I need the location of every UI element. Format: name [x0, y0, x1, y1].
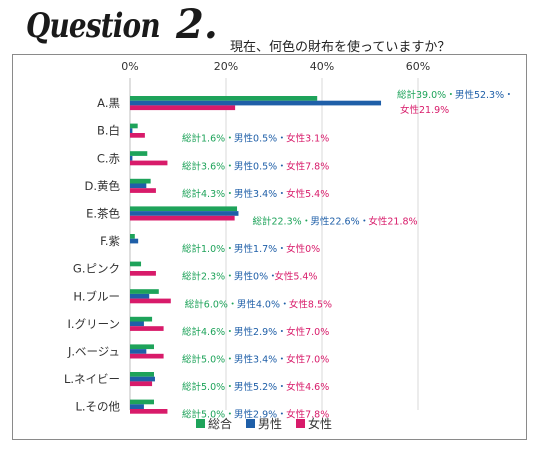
chart-frame [12, 54, 527, 440]
x-tick-label: 40% [310, 60, 334, 73]
bar-male [130, 404, 144, 409]
bar-total [130, 344, 154, 350]
bar-male [130, 376, 155, 382]
category-label: D.黄色 [84, 179, 120, 193]
data-label-female: 女性0% [286, 243, 320, 255]
category-label: L.ネイビー [64, 372, 120, 386]
legend-label: 男性 [258, 417, 282, 431]
bar-female [130, 160, 168, 166]
data-label-male: 男性3.4%・ [234, 353, 287, 365]
bar-total [130, 399, 154, 405]
bar-total [130, 178, 151, 184]
data-label-female: 女性4.6% [286, 381, 329, 393]
category-label: G.ピンク [73, 262, 120, 276]
bar-male [130, 100, 382, 106]
category-label: C.赤 [97, 151, 121, 165]
bar-total [130, 372, 154, 377]
data-label-total: 総計39.0%・ [397, 89, 456, 101]
bar-female [130, 298, 171, 304]
category-label: E.茶色 [86, 206, 120, 220]
bar-female [130, 215, 235, 221]
data-label-male: 男性1.7%・ [234, 243, 287, 255]
bar-female [130, 188, 156, 193]
bar-female [130, 271, 156, 276]
category-label: L.その他 [75, 400, 120, 414]
bar-male [130, 238, 139, 244]
legend-swatch [246, 419, 255, 428]
data-label-female: 女性7.0% [286, 353, 329, 365]
x-tick-label: 60% [406, 60, 430, 73]
bar-male [130, 128, 133, 133]
bar-female [130, 326, 164, 331]
bar-total [130, 289, 159, 294]
data-label-total: 総計5.0%・ [182, 353, 235, 365]
data-label-male: 男性2.9%・ [234, 409, 287, 421]
bar-male [130, 183, 147, 189]
data-label-female: 女性5.4% [274, 271, 317, 283]
data-label-total: 総計3.6%・ [182, 160, 235, 172]
data-label-total: 総計22.3%・ [252, 215, 311, 227]
category-label: B.白 [97, 124, 120, 138]
category-label: F.紫 [100, 234, 120, 248]
data-label-female: 女性21.9% [400, 104, 449, 116]
category-label: J.ベージュ [67, 344, 120, 358]
bar-male [130, 155, 133, 161]
bar-female [130, 133, 145, 138]
data-label-male: 男性5.2%・ [234, 381, 287, 393]
data-label-total: 総計5.0%・ [182, 409, 235, 421]
data-label-female: 女性3.1% [286, 133, 329, 145]
bar-total [130, 234, 135, 239]
question-word: Question [26, 6, 161, 46]
bar-total [130, 206, 238, 212]
data-label-female: 女性5.4% [286, 188, 329, 200]
data-label-male: 男性0.5%・ [234, 160, 287, 172]
data-label-female: 女性7.0% [286, 326, 329, 338]
bar-total [130, 261, 142, 267]
data-label-male: 男性0%・ [234, 271, 278, 283]
bar-female [130, 353, 164, 359]
x-tick-label: 0% [121, 60, 138, 73]
data-label-total: 総計6.0%・ [185, 298, 238, 310]
data-label-female: 女性7.8% [286, 160, 329, 172]
bar-female [130, 105, 236, 111]
bar-total [130, 96, 318, 101]
data-label-total: 総計4.3%・ [182, 188, 235, 200]
category-label: A.黒 [97, 96, 120, 110]
bar-total [130, 123, 138, 129]
data-label-total: 総計2.3%・ [182, 271, 235, 283]
data-label-total: 総計1.6%・ [182, 133, 235, 145]
question-text: 現在、何色の財布を使っていますか？ [230, 40, 451, 55]
bar-total [130, 151, 148, 156]
bar-male [130, 321, 144, 327]
bar-female [130, 409, 168, 414]
bar-total [130, 316, 153, 322]
data-label-male: 男性0.5%・ [234, 133, 287, 145]
question-number: 2. [176, 1, 218, 48]
data-label-total: 総計5.0%・ [182, 381, 235, 393]
data-label-male: 男性52.3%・ [455, 89, 514, 101]
legend-label: 女性 [308, 416, 332, 431]
data-label-male: 男性2.9%・ [234, 326, 287, 338]
bar-male [130, 211, 239, 216]
data-label-male: 男性3.4%・ [234, 188, 287, 200]
bar-male [130, 349, 147, 354]
legend-swatch [196, 419, 205, 428]
data-label-total: 総計4.6%・ [182, 326, 235, 338]
legend-swatch [296, 419, 305, 428]
data-label-male: 男性4.0%・ [237, 298, 290, 310]
data-label-male: 男性22.6%・ [310, 215, 369, 227]
question-heading: Question 2. 現在、何色の財布を使っていますか？ [26, 1, 450, 55]
category-label: H.ブルー [73, 289, 120, 303]
data-label-total: 総計1.0%・ [182, 243, 235, 255]
category-label: I.グリーン [68, 317, 120, 331]
legend-label: 総合 [208, 416, 232, 431]
data-label-female: 女性8.5% [289, 298, 332, 310]
bar-male [130, 293, 150, 299]
x-tick-label: 20% [214, 60, 238, 73]
data-label-female: 女性21.8% [368, 215, 417, 227]
data-label-female: 女性7.8% [286, 409, 329, 421]
bar-female [130, 381, 153, 387]
